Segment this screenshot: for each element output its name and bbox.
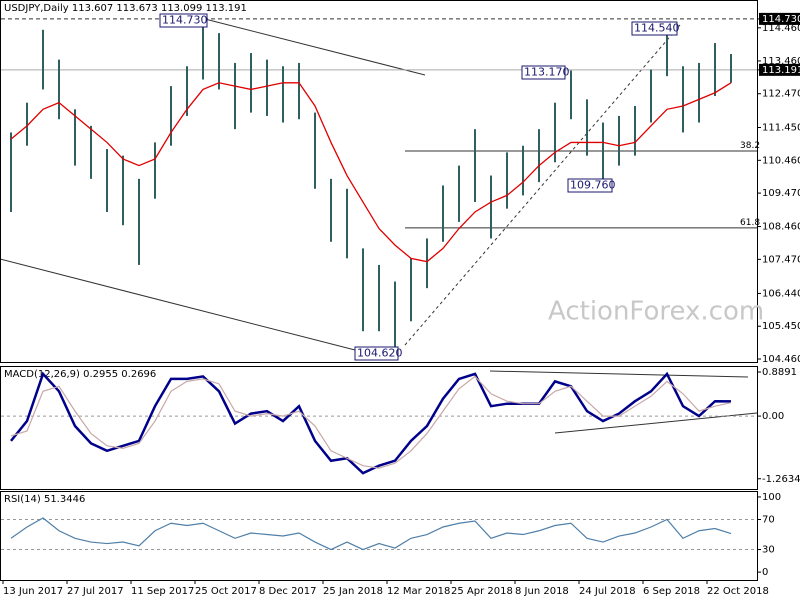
- panel-title: USDJPY,Daily 113.607 113.673 113.099 113…: [4, 3, 247, 14]
- annotation: 61.8: [740, 218, 760, 228]
- annotation: 114.730: [162, 14, 208, 27]
- annotation: 109.760: [570, 179, 616, 192]
- panel-title: RSI(14) 51.3446: [4, 494, 85, 505]
- annotation: 114.540: [634, 22, 680, 35]
- x-tick-label: 13 Jun 2017: [3, 586, 63, 597]
- annotation-box: [159, 13, 208, 28]
- trend-line: [0, 258, 356, 351]
- indicator-line: [10, 375, 732, 469]
- annotation-box: [521, 65, 566, 80]
- indicator-line: [10, 371, 732, 475]
- y-tick-label: 107.470: [762, 254, 800, 265]
- annotation: 113.170: [524, 66, 570, 79]
- y-tick-label: 100: [762, 492, 781, 503]
- annotation-box: [631, 21, 678, 36]
- y-tick-label: 113.191: [762, 65, 800, 76]
- annotation: 104.620: [357, 347, 403, 360]
- price-label-box: [759, 12, 800, 25]
- y-tick-label: 109.470: [762, 188, 800, 199]
- panel-frame: [0, 366, 758, 490]
- y-tick-label: 108.460: [762, 222, 800, 233]
- panel-frame: [0, 0, 758, 363]
- x-tick-label: 22 Oct 2018: [707, 586, 769, 597]
- watermark: ActionForex.com: [548, 297, 764, 327]
- annotation-box: [354, 346, 399, 361]
- x-tick-label: 25 Apr 2018: [451, 586, 513, 597]
- x-tick-label: 12 Mar 2018: [387, 586, 450, 597]
- y-tick-label: 114.730: [762, 14, 800, 25]
- trend-line: [489, 370, 749, 378]
- y-tick-label: 110.460: [762, 155, 800, 166]
- panel-frame: [0, 491, 758, 581]
- annotation: 38.2: [740, 141, 760, 151]
- y-tick-label: 104.460: [762, 354, 800, 365]
- x-tick-label: 25 Jan 2018: [323, 586, 383, 597]
- x-tick-label: 24 Jul 2018: [579, 586, 636, 597]
- panel-title: MACD(12,26,9) 0.2955 0.2696: [4, 369, 156, 380]
- y-tick-label: 106.440: [762, 288, 800, 299]
- annotation-box: [567, 178, 613, 193]
- trend-line: [404, 24, 681, 346]
- y-tick-label: 0.8891: [762, 367, 797, 378]
- y-tick-label: 114.460: [762, 23, 800, 34]
- y-tick-label: 0: [762, 567, 768, 578]
- x-tick-label: 8 Dec 2017: [259, 586, 317, 597]
- y-tick-label: 30: [762, 545, 775, 556]
- y-tick-label: 113.460: [762, 56, 800, 67]
- x-tick-label: 27 Jul 2017: [67, 586, 124, 597]
- y-tick-label: 112.470: [762, 89, 800, 100]
- y-tick-label: 111.450: [762, 123, 800, 134]
- x-tick-label: 11 Sep 2017: [131, 586, 194, 597]
- y-tick-label: 105.450: [762, 321, 800, 332]
- indicator-line: [10, 517, 732, 551]
- x-tick-label: 6 Sep 2018: [643, 586, 700, 597]
- x-tick-label: 25 Oct 2017: [195, 586, 257, 597]
- x-tick-label: 8 Jun 2018: [515, 586, 569, 597]
- y-tick-label: 70: [762, 514, 775, 525]
- moving-average: [10, 82, 732, 263]
- price-label-box: [759, 63, 800, 76]
- y-tick-label: 0.00: [762, 411, 784, 422]
- y-tick-label: -1.2634: [762, 474, 800, 485]
- trend-line: [204, 18, 426, 76]
